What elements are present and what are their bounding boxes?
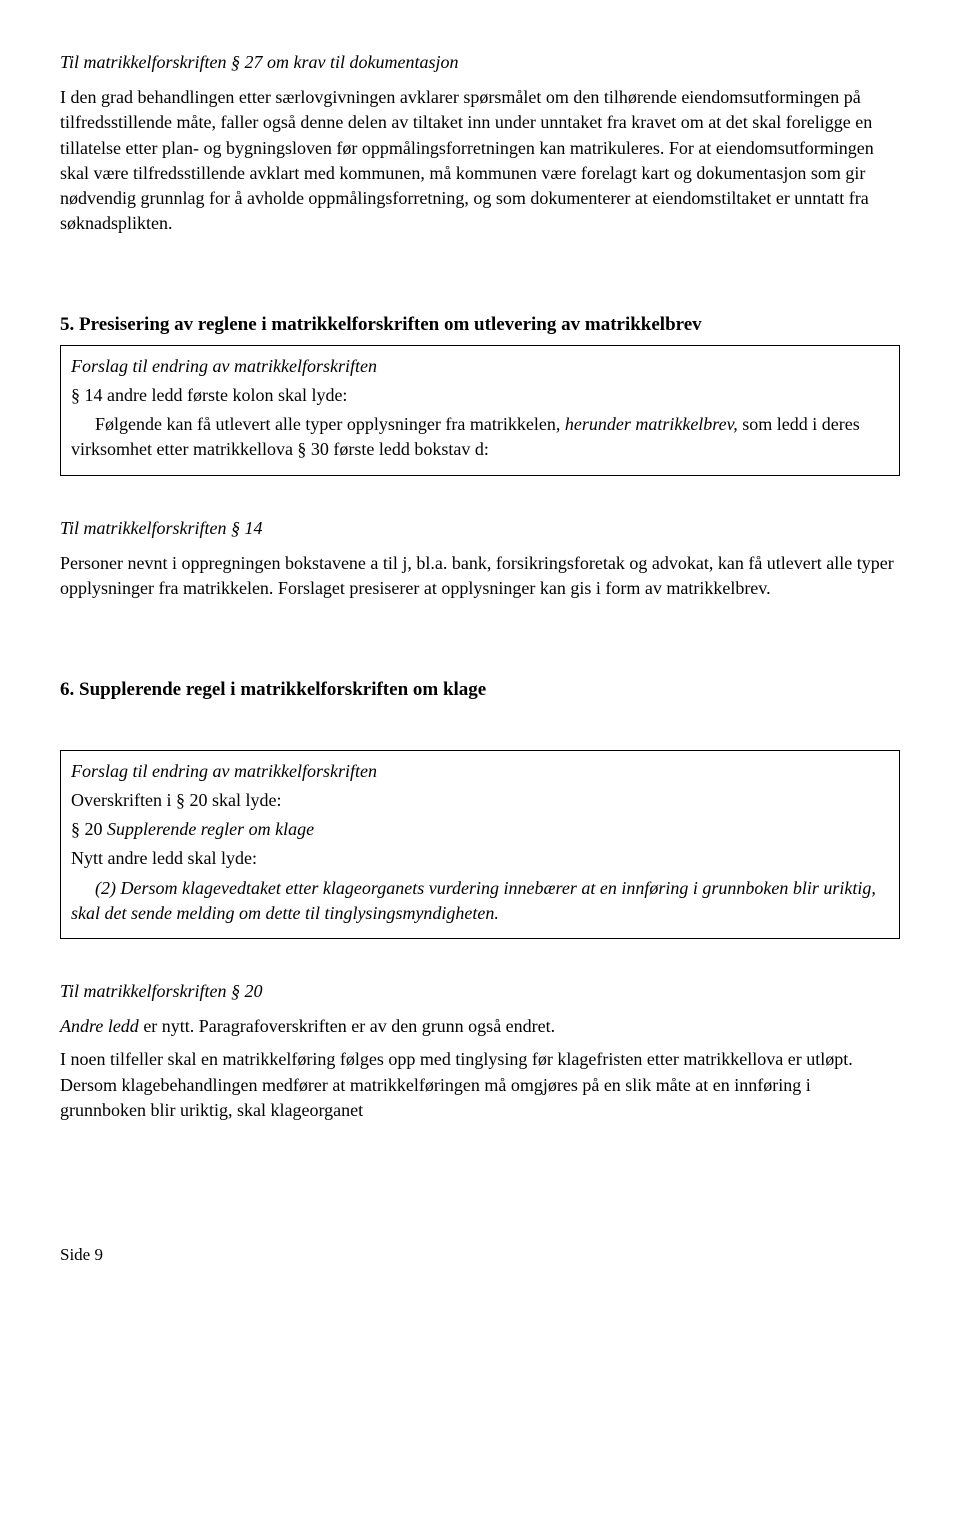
box6-line3-italic: Supplerende regler om klage (107, 819, 314, 839)
page-number: Side 9 (60, 1243, 900, 1267)
heading-5: 5. Presisering av reglene i matrikkelfor… (60, 312, 900, 339)
box5-text-a: Følgende kan få utlevert alle typer oppl… (95, 414, 565, 434)
section-14-title: Til matrikkelforskriften § 14 (60, 516, 900, 541)
box5-line1: Forslag til endring av matrikkelforskrif… (71, 354, 889, 379)
box5-line3: Følgende kan få utlevert alle typer oppl… (71, 412, 889, 462)
section-27-title: Til matrikkelforskriften § 27 om krav ti… (60, 50, 900, 75)
section-20-line1a: Andre ledd (60, 1016, 139, 1036)
box6-line4: Nytt andre ledd skal lyde: (71, 846, 889, 871)
box5-text-b: herunder matrikkelbrev, (565, 414, 742, 434)
box6-line5: (2) Dersom klagevedtaket etter klageorga… (71, 876, 889, 926)
proposal-box-5: Forslag til endring av matrikkelforskrif… (60, 345, 900, 476)
box5-line2: § 14 andre ledd første kolon skal lyde: (71, 383, 889, 408)
section-20-line1: Andre ledd er nytt. Paragrafoverskriften… (60, 1014, 900, 1039)
heading-6: 6. Supplerende regel i matrikkelforskrif… (60, 677, 900, 704)
box6-line1: Forslag til endring av matrikkelforskrif… (71, 759, 889, 784)
box6-line3-prefix: § 20 (71, 819, 107, 839)
box6-line3: § 20 Supplerende regler om klage (71, 817, 889, 842)
section-14-body: Personer nevnt i oppregningen bokstavene… (60, 551, 900, 601)
section-20-body: I noen tilfeller skal en matrikkelføring… (60, 1047, 900, 1123)
box6-line2: Overskriften i § 20 skal lyde: (71, 788, 889, 813)
section-27-body: I den grad behandlingen etter særlovgivn… (60, 85, 900, 236)
section-20-line1b: er nytt. Paragrafoverskriften er av den … (139, 1016, 555, 1036)
proposal-box-6: Forslag til endring av matrikkelforskrif… (60, 750, 900, 939)
section-20-title: Til matrikkelforskriften § 20 (60, 979, 900, 1004)
